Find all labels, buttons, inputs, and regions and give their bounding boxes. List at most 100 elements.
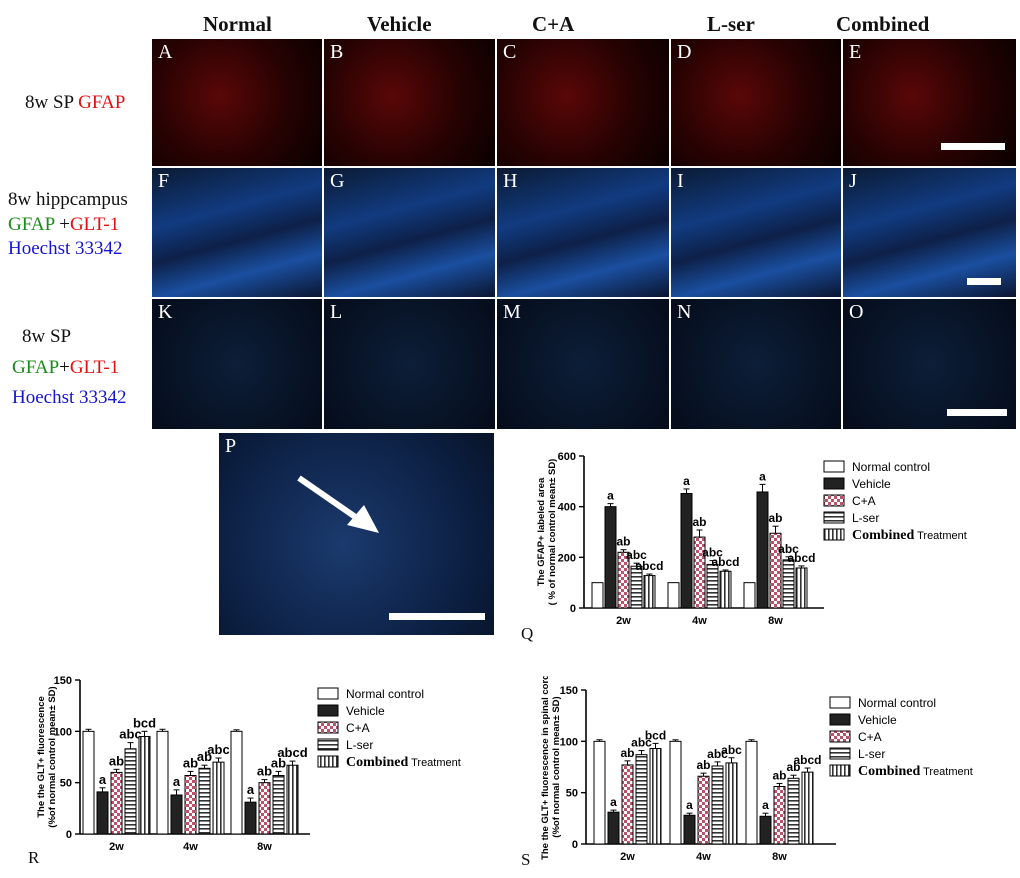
legend-swatch <box>317 687 339 700</box>
panel-letter: I <box>677 170 684 192</box>
legend-label: Combined Treatment <box>858 764 973 779</box>
legend-label: Normal control <box>852 460 930 474</box>
bar <box>244 801 257 835</box>
row2-hoechst: Hoechst 33342 <box>8 238 123 260</box>
x-tick-label: 2w <box>620 851 635 863</box>
panel-m: M <box>496 298 670 430</box>
row3-line2: GFAP+GLT-1 <box>12 356 127 381</box>
bar <box>643 575 656 609</box>
y-axis-label: (%of normal control mean± SD) <box>551 696 562 837</box>
panel-n: N <box>670 298 842 430</box>
bar <box>697 775 710 845</box>
panel-j: J <box>842 167 1017 298</box>
figure-letter-s: S <box>521 850 531 869</box>
bar <box>156 730 169 835</box>
row2-gfap: GFAP <box>8 213 60 235</box>
legend-label: L-ser <box>858 747 885 761</box>
significance-label: abcd <box>711 555 739 569</box>
significance-label: ab <box>271 755 286 770</box>
x-tick-label: 8w <box>772 851 787 863</box>
y-tick-label: 600 <box>558 451 576 463</box>
panel-d: D <box>670 38 842 167</box>
panel-a: A <box>151 38 323 167</box>
panel-letter: M <box>503 301 521 323</box>
legend-swatch <box>823 477 845 490</box>
chart-s-glt-spinal-cord: 0 50 100 150 The the GLT+ fluorescence in sp… <box>540 676 973 863</box>
legend-swatch <box>317 738 339 751</box>
legend-swatch <box>829 747 851 760</box>
bar <box>745 740 758 845</box>
legend-swatch <box>317 721 339 734</box>
bar <box>787 777 800 845</box>
panel-p: P <box>218 432 495 636</box>
legend-label: Vehicle <box>858 713 897 727</box>
bar <box>719 570 732 609</box>
row3-hoechst: Hoechst 33342 <box>12 387 127 409</box>
x-tick-label: 4w <box>692 615 707 627</box>
panel-letter: A <box>158 41 173 63</box>
bar <box>593 740 606 845</box>
legend-label: L-ser <box>852 511 879 525</box>
bar <box>272 774 285 835</box>
panel-l: L <box>323 298 496 430</box>
significance-label: abcd <box>793 753 821 767</box>
bar <box>756 491 769 609</box>
legend-label: Vehicle <box>346 704 385 718</box>
y-tick-label: 50 <box>566 788 578 800</box>
panel-letter: E <box>849 41 862 63</box>
legend-label: Normal control <box>858 696 936 710</box>
panel-letter: G <box>330 170 345 192</box>
significance-label: a <box>759 469 766 483</box>
legend-swatch <box>829 764 851 777</box>
y-tick-label: 100 <box>560 736 578 748</box>
panel-e: E <box>842 38 1017 167</box>
y-tick-label: 100 <box>54 726 72 738</box>
row2-plus: + <box>59 213 70 235</box>
panel-b: B <box>323 38 496 167</box>
legend-swatch <box>823 528 845 541</box>
significance-label: ab <box>109 753 124 768</box>
significance-label: abc <box>778 542 799 556</box>
bar <box>82 730 95 835</box>
bar <box>607 811 620 845</box>
row3-plus: + <box>59 356 70 378</box>
significance-label: ab <box>772 768 786 782</box>
bar <box>621 764 634 845</box>
bar <box>630 565 643 609</box>
panel-letter: H <box>503 170 518 192</box>
x-tick-label: 8w <box>768 615 783 627</box>
panel-letter: C <box>503 41 517 63</box>
significance-label: a <box>762 798 769 812</box>
legend-label: C+A <box>858 730 882 744</box>
y-axis-label: (%of normal control mean± SD) <box>47 686 58 827</box>
bar <box>124 748 137 835</box>
panel-letter: F <box>158 170 170 192</box>
bar <box>604 506 617 609</box>
y-tick-label: 0 <box>570 603 576 615</box>
x-tick-label: 8w <box>257 841 272 853</box>
chart-q-gfap-area: 0 200 400 600 The GFAP+ labeled area( % of n… <box>536 451 967 627</box>
significance-label: ab <box>183 755 198 770</box>
significance-label: a <box>610 795 617 809</box>
panel-letter: J <box>849 170 857 192</box>
panel-letter: N <box>677 301 692 323</box>
significance-label: abcd <box>787 551 815 565</box>
bar <box>96 791 109 835</box>
bar <box>212 761 225 835</box>
significance-label: abcd <box>635 559 663 573</box>
significance-label: a <box>99 772 107 787</box>
significance-label: a <box>607 489 614 503</box>
bar <box>711 765 724 845</box>
scale-bar <box>967 278 1001 285</box>
panel-k: K <box>151 298 323 430</box>
bar <box>795 567 808 609</box>
y-tick-label: 400 <box>558 502 576 514</box>
x-tick-label: 2w <box>109 841 124 853</box>
col-header-vehicle: Vehicle <box>367 12 432 36</box>
legend-label: Vehicle <box>852 477 891 491</box>
y-tick-label: 150 <box>560 685 578 697</box>
significance-label: abc <box>707 747 728 761</box>
row-label-3: 8w SP GFAP+GLT-1 Hoechst 33342 <box>12 325 127 411</box>
panel-letter: D <box>677 41 692 63</box>
row3-line1: 8w SP <box>22 326 72 347</box>
